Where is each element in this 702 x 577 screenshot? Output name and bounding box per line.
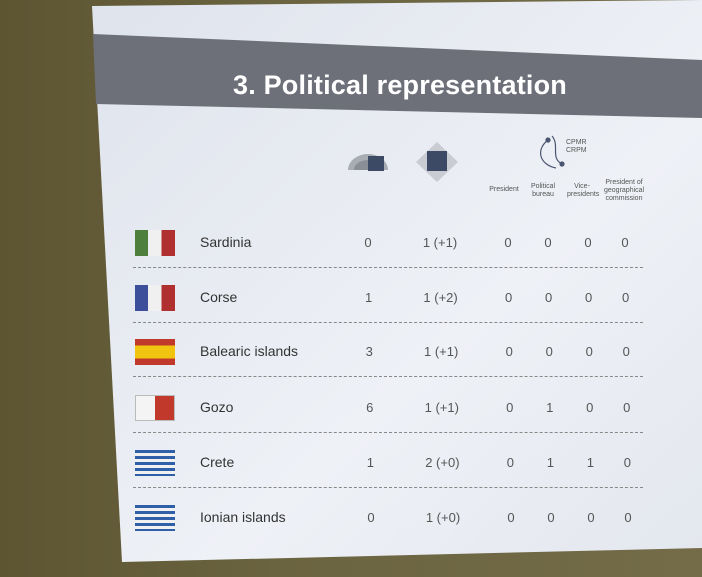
row-separator [133,432,643,433]
row-separator [133,376,643,377]
row-separator [133,322,643,323]
flag [135,285,175,311]
cell-value: 1 (+1) [410,235,470,250]
cell-value: 0 [596,290,656,305]
cell-value: 0 [595,235,655,250]
cell-value: 1 (+1) [412,400,472,415]
cell-value: 1 [339,290,399,305]
column-header: President of geographical commission [604,179,644,203]
flag [135,230,175,256]
slide-title: 3. Political representation [160,70,640,101]
page: 3. Political representation CPMR CRPM Pr… [0,0,702,577]
region-name: Crete [200,454,234,470]
region-name: Ionian islands [200,509,286,525]
flag [135,339,175,365]
flag [135,395,175,421]
cell-value: 1 (+2) [411,290,471,305]
region-name: Balearic islands [200,343,298,359]
cell-value: 3 [339,344,399,359]
column-header: President [489,186,519,194]
region-name: Corse [200,289,237,305]
cell-value: 0 [596,344,656,359]
cell-value: 1 [340,455,400,470]
flag [135,505,175,531]
region-name: Gozo [200,399,233,415]
cell-value: 0 [338,235,398,250]
row-separator [133,487,643,488]
cell-value: 2 (+0) [412,455,472,470]
cell-value: 1 (+1) [411,344,471,359]
cell-value: 0 [597,455,657,470]
column-header: Vice-presidents [567,183,597,199]
region-name: Sardinia [200,234,251,250]
cell-value: 6 [340,400,400,415]
row-separator [133,267,643,268]
flag [135,450,175,476]
column-header: Political bureau [529,183,557,199]
logo-text: CPMR CRPM [566,139,588,155]
cell-value: 0 [597,400,657,415]
cell-value: 0 [598,510,658,525]
cell-value: 1 (+0) [413,510,473,525]
cell-value: 0 [341,510,401,525]
